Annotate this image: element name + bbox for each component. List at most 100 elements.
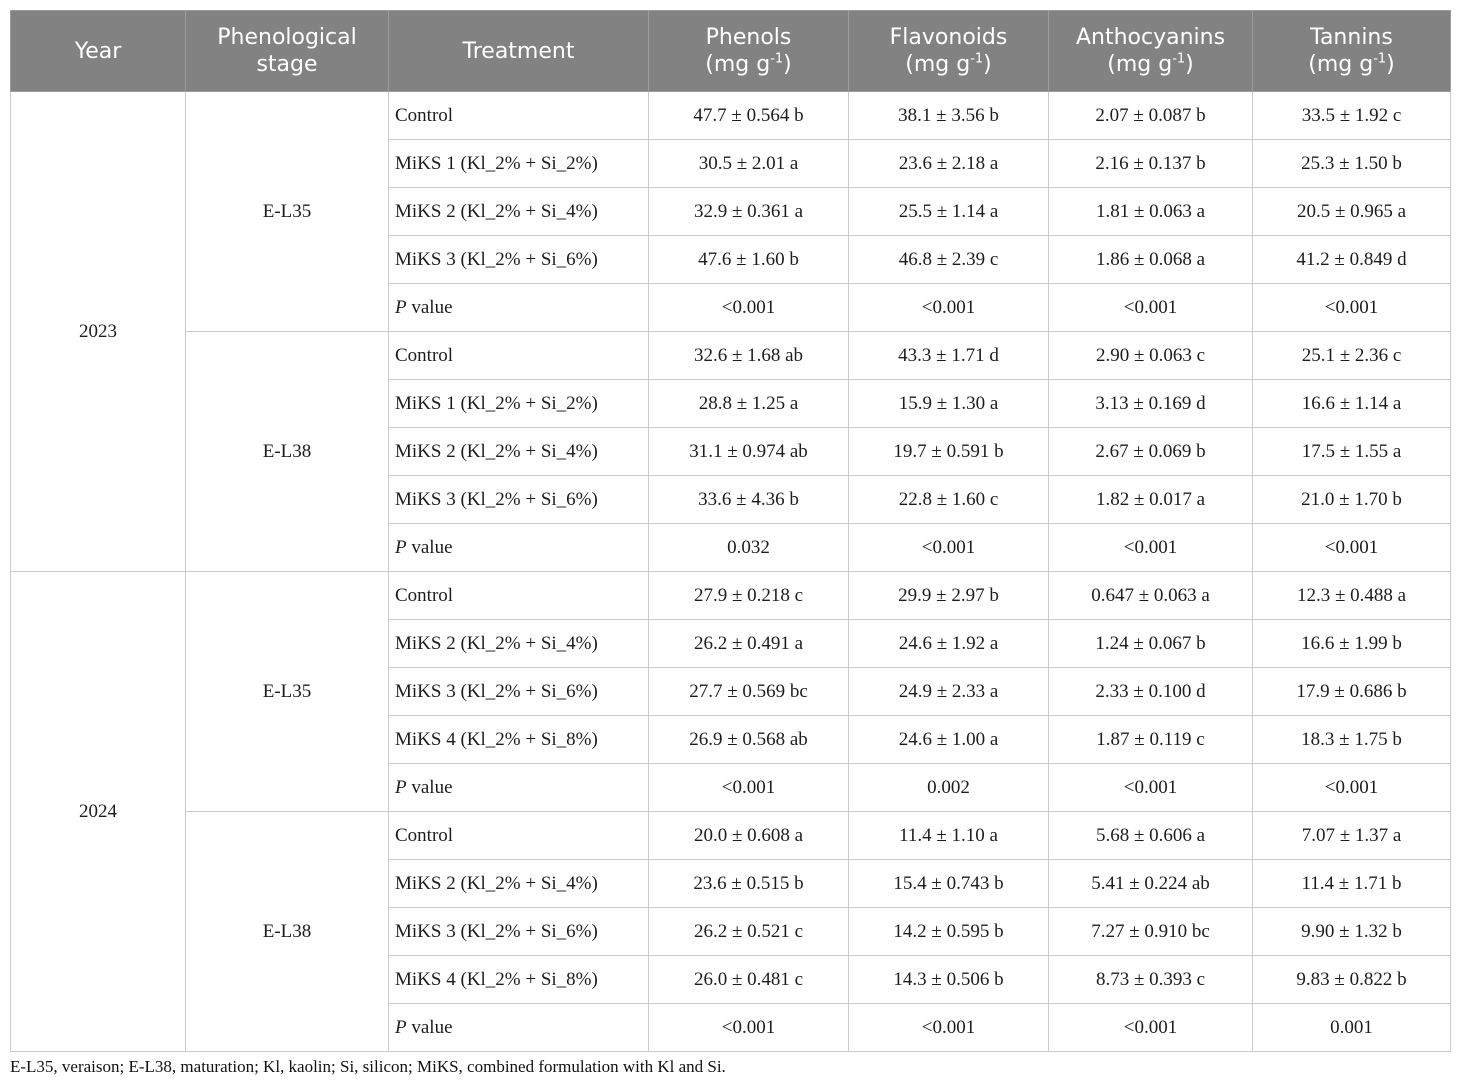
table-row: MiKS 4 (Kl_2% + Si_8%) 26.0 ± 0.481 c 14…	[11, 955, 1451, 1004]
tannins-p-cell: 0.001	[1252, 1003, 1451, 1052]
table-body: 2023 E-L35 Control 47.7 ± 0.564 b 38.1 ±…	[10, 91, 1451, 1052]
anthocyanins-value-cell: 3.13 ± 0.169 d	[1048, 379, 1253, 428]
p-value-row: P value <0.001 0.002 <0.001 <0.001	[11, 763, 1451, 812]
tannins-value-cell: 25.3 ± 1.50 b	[1252, 139, 1451, 188]
header-row: Year Phenological stage Treatment Phenol…	[10, 10, 1451, 92]
table-header: Year Phenological stage Treatment Phenol…	[10, 10, 1451, 92]
p-label-italic: P	[395, 536, 407, 558]
column-header-flavonoids: Flavonoids (mg g-1)	[848, 10, 1049, 92]
flavonoids-value-cell: 46.8 ± 2.39 c	[848, 235, 1049, 284]
p-value-label-cell: P value	[388, 523, 649, 572]
phenols-p-cell: <0.001	[648, 763, 849, 812]
treatment-cell: MiKS 1 (Kl_2% + Si_2%)	[388, 379, 649, 428]
phenols-value-cell: 26.9 ± 0.568 ab	[648, 715, 849, 764]
anthocyanins-value-cell: 0.647 ± 0.063 a	[1048, 571, 1253, 620]
unit-label: (mg g-1)	[1107, 51, 1194, 77]
table-row: MiKS 2 (Kl_2% + Si_4%) 23.6 ± 0.515 b 15…	[11, 859, 1451, 908]
unit-label: (mg g-1)	[905, 51, 992, 77]
column-header-year: Year	[10, 10, 186, 92]
treatment-cell: MiKS 2 (Kl_2% + Si_4%)	[388, 859, 649, 908]
flavonoids-p-cell: <0.001	[848, 283, 1049, 332]
anthocyanins-value-cell: 2.07 ± 0.087 b	[1048, 91, 1253, 140]
phenols-p-cell: 0.032	[648, 523, 849, 572]
flavonoids-value-cell: 23.6 ± 2.18 a	[848, 139, 1049, 188]
p-label-rest: value	[406, 1016, 453, 1038]
tannins-value-cell: 18.3 ± 1.75 b	[1252, 715, 1451, 764]
treatment-cell: MiKS 3 (Kl_2% + Si_6%)	[388, 667, 649, 716]
phenols-value-cell: 47.7 ± 0.564 b	[648, 91, 849, 140]
p-label-italic: P	[395, 776, 407, 798]
flavonoids-value-cell: 24.6 ± 1.92 a	[848, 619, 1049, 668]
phenols-value-cell: 30.5 ± 2.01 a	[648, 139, 849, 188]
flavonoids-value-cell: 24.9 ± 2.33 a	[848, 667, 1049, 716]
unit-label: (mg g-1)	[705, 51, 792, 77]
flavonoids-p-cell: 0.002	[848, 763, 1049, 812]
tannins-value-cell: 17.5 ± 1.55 a	[1252, 427, 1451, 476]
column-header-treatment: Treatment	[388, 10, 649, 92]
tannins-value-cell: 11.4 ± 1.71 b	[1252, 859, 1451, 908]
table-footnote: E-L35, veraison; E-L38, maturation; Kl, …	[10, 1057, 726, 1076]
anthocyanins-value-cell: 1.81 ± 0.063 a	[1048, 187, 1253, 236]
phenols-p-cell: <0.001	[648, 1003, 849, 1052]
tannins-value-cell: 16.6 ± 1.14 a	[1252, 379, 1451, 428]
flavonoids-value-cell: 24.6 ± 1.00 a	[848, 715, 1049, 764]
phenols-value-cell: 26.2 ± 0.491 a	[648, 619, 849, 668]
column-header-phenological-stage: Phenological stage	[185, 10, 389, 92]
stage-cell-el38-2024: E-L38	[185, 811, 389, 1052]
table-row: MiKS 3 (Kl_2% + Si_6%) 27.7 ± 0.569 bc 2…	[11, 667, 1451, 716]
flavonoids-p-cell: <0.001	[848, 523, 1049, 572]
table-row: MiKS 1 (Kl_2% + Si_2%) 28.8 ± 1.25 a 15.…	[11, 379, 1451, 428]
tannins-value-cell: 25.1 ± 2.36 c	[1252, 331, 1451, 380]
results-table-container: Year Phenological stage Treatment Phenol…	[10, 10, 1451, 1052]
p-value-label-cell: P value	[388, 1003, 649, 1052]
phenols-value-cell: 28.8 ± 1.25 a	[648, 379, 849, 428]
anthocyanins-value-cell: 1.82 ± 0.017 a	[1048, 475, 1253, 524]
results-table: Year Phenological stage Treatment Phenol…	[10, 10, 1451, 1052]
flavonoids-value-cell: 19.7 ± 0.591 b	[848, 427, 1049, 476]
anthocyanins-value-cell: 2.67 ± 0.069 b	[1048, 427, 1253, 476]
table-row: MiKS 1 (Kl_2% + Si_2%) 30.5 ± 2.01 a 23.…	[11, 139, 1451, 188]
tannins-value-cell: 21.0 ± 1.70 b	[1252, 475, 1451, 524]
treatment-cell: MiKS 3 (Kl_2% + Si_6%)	[388, 235, 649, 284]
flavonoids-value-cell: 15.9 ± 1.30 a	[848, 379, 1049, 428]
anthocyanins-value-cell: 1.87 ± 0.119 c	[1048, 715, 1253, 764]
phenols-value-cell: 26.2 ± 0.521 c	[648, 907, 849, 956]
p-value-label-cell: P value	[388, 283, 649, 332]
tannins-value-cell: 9.83 ± 0.822 b	[1252, 955, 1451, 1004]
flavonoids-value-cell: 38.1 ± 3.56 b	[848, 91, 1049, 140]
treatment-cell: MiKS 3 (Kl_2% + Si_6%)	[388, 907, 649, 956]
tannins-p-cell: <0.001	[1252, 763, 1451, 812]
anthocyanins-value-cell: 2.33 ± 0.100 d	[1048, 667, 1253, 716]
treatment-cell: MiKS 2 (Kl_2% + Si_4%)	[388, 619, 649, 668]
tannins-value-cell: 16.6 ± 1.99 b	[1252, 619, 1451, 668]
treatment-cell: Control	[388, 91, 649, 140]
anthocyanins-p-cell: <0.001	[1048, 523, 1253, 572]
phenols-value-cell: 31.1 ± 0.974 ab	[648, 427, 849, 476]
phenols-value-cell: 33.6 ± 4.36 b	[648, 475, 849, 524]
stage-cell-el38-2023: E-L38	[185, 331, 389, 572]
anthocyanins-value-cell: 1.86 ± 0.068 a	[1048, 235, 1253, 284]
stage-cell-el35-2024: E-L35	[185, 571, 389, 812]
tannins-value-cell: 12.3 ± 0.488 a	[1252, 571, 1451, 620]
treatment-cell: Control	[388, 571, 649, 620]
column-header-anthocyanins: Anthocyanins (mg g-1)	[1048, 10, 1253, 92]
tannins-p-cell: <0.001	[1252, 523, 1451, 572]
treatment-cell: MiKS 4 (Kl_2% + Si_8%)	[388, 715, 649, 764]
year-cell-2023: 2023	[10, 91, 186, 572]
unit-label: (mg g-1)	[1308, 51, 1395, 77]
p-label-rest: value	[406, 296, 453, 318]
phenols-value-cell: 47.6 ± 1.60 b	[648, 235, 849, 284]
table-row: MiKS 2 (Kl_2% + Si_4%) 32.9 ± 0.361 a 25…	[11, 187, 1451, 236]
p-label-rest: value	[406, 536, 453, 558]
column-header-tannins: Tannins (mg g-1)	[1252, 10, 1451, 92]
tannins-value-cell: 41.2 ± 0.849 d	[1252, 235, 1451, 284]
anthocyanins-value-cell: 8.73 ± 0.393 c	[1048, 955, 1253, 1004]
treatment-cell: MiKS 2 (Kl_2% + Si_4%)	[388, 187, 649, 236]
tannins-value-cell: 33.5 ± 1.92 c	[1252, 91, 1451, 140]
anthocyanins-p-cell: <0.001	[1048, 283, 1253, 332]
flavonoids-value-cell: 22.8 ± 1.60 c	[848, 475, 1049, 524]
anthocyanins-value-cell: 5.41 ± 0.224 ab	[1048, 859, 1253, 908]
flavonoids-value-cell: 11.4 ± 1.10 a	[848, 811, 1049, 860]
p-value-label-cell: P value	[388, 763, 649, 812]
